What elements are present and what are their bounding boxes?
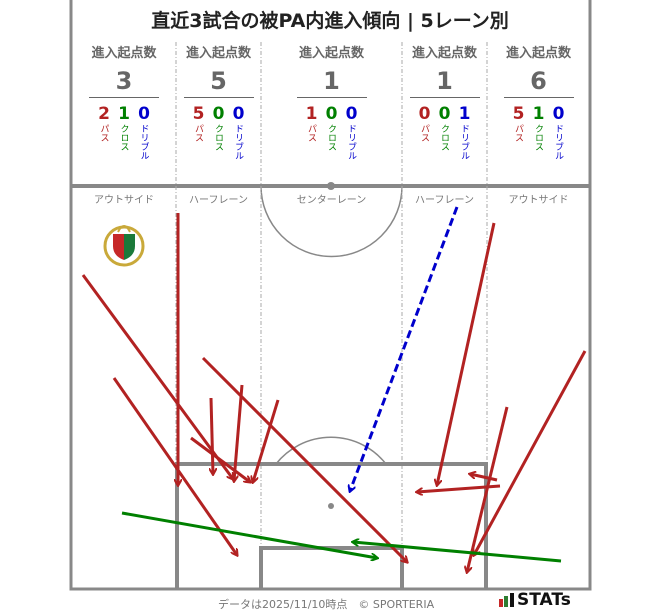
pitch-outline (69, 0, 592, 591)
center-circle (260, 185, 403, 258)
pass-count: 5 (512, 104, 525, 124)
penalty-area (175, 462, 488, 589)
pass-arrow (234, 384, 244, 481)
lane-name: ハーフレーン (189, 195, 248, 206)
pass-arrow (253, 399, 280, 482)
cross-label: クロス (439, 124, 449, 151)
pass-arrow (112, 377, 237, 555)
team-logo (103, 225, 145, 267)
cross-count: 0 (325, 104, 338, 124)
pass-arrow (201, 356, 407, 562)
pass-count: 5 (192, 104, 205, 124)
lane-summary: 進入起点数 3 2 パス 1 クロス 0 ドリブル (72, 42, 176, 160)
cross-count: 0 (212, 104, 225, 124)
lane-name: ハーフレーン (415, 195, 474, 206)
dribble-count: 0 (138, 104, 150, 124)
lane-name: アウトサイド (94, 195, 154, 206)
pass-count: 0 (418, 104, 431, 124)
stats-brand: STATs (517, 590, 571, 610)
pass-label: パス (98, 124, 109, 142)
cross-count: 1 (532, 104, 545, 124)
pass-arrow (437, 222, 496, 485)
pass-count: 2 (98, 104, 110, 124)
pass-arrow (190, 436, 250, 482)
dribble-label: ドリブル (233, 124, 243, 160)
cross-count: 0 (438, 104, 451, 124)
lane-summary: 進入起点数 6 5 パス 1 クロス 0 ドリブル (487, 42, 590, 160)
dribble-count: 0 (552, 104, 565, 124)
dribble-count: 1 (458, 104, 471, 124)
lane-label: 進入起点数 (298, 46, 364, 61)
dribble-label: ドリブル (346, 124, 356, 160)
cross-label: クロス (213, 124, 223, 151)
lane-label: 進入起点数 (91, 46, 157, 61)
cross-label: クロス (118, 124, 129, 151)
lane-label: 進入起点数 (505, 46, 571, 61)
dribble-label: ドリブル (553, 124, 563, 160)
cross-arrow (353, 542, 562, 563)
pass-arrow (81, 274, 233, 479)
lane-total: 6 (503, 67, 574, 98)
lane-total: 5 (183, 67, 254, 98)
lane-summary: 進入起点数 1 0 パス 0 クロス 1 ドリブル (402, 42, 487, 160)
goal-area (259, 546, 404, 589)
cross-label: クロス (326, 124, 336, 151)
lane-label: 進入起点数 (411, 46, 477, 61)
pass-count: 1 (305, 104, 318, 124)
pass-label: パス (193, 124, 203, 142)
pass-label: パス (419, 124, 429, 142)
pass-arrow (467, 406, 509, 572)
cross-label: クロス (533, 124, 543, 151)
lane-summary: 進入起点数 1 1 パス 0 クロス 0 ドリブル (261, 42, 402, 160)
lane-total: 1 (409, 67, 480, 98)
stats-logo-icon (499, 593, 514, 607)
lane-name: センターレーン (296, 195, 367, 206)
pass-label: パス (306, 124, 316, 142)
cross-arrow (121, 511, 377, 558)
penalty-arc (275, 436, 387, 465)
pass-label: パス (513, 124, 523, 142)
dribble-count: 0 (232, 104, 245, 124)
dribble-count: 0 (345, 104, 358, 124)
pass-arrow (470, 474, 498, 482)
dribble-label: ドリブル (459, 124, 469, 160)
lane-total: 1 (296, 67, 367, 98)
dribble-label: ドリブル (138, 124, 149, 160)
dribble-arrow (350, 206, 459, 491)
lane-label: 進入起点数 (185, 46, 251, 61)
footer-note: データは2025/11/10時点 © SPORTERIA (218, 598, 435, 611)
lane-name: アウトサイド (508, 195, 569, 206)
pass-arrow (474, 350, 587, 555)
lane-total: 3 (89, 67, 159, 98)
lane-summary: 進入起点数 5 5 パス 0 クロス 0 ドリブル (176, 42, 261, 160)
pass-arrow (211, 397, 213, 474)
chart-title: 直近3試合の被PA内進入傾向 | 5レーン別 (151, 10, 509, 32)
cross-count: 1 (118, 104, 130, 124)
